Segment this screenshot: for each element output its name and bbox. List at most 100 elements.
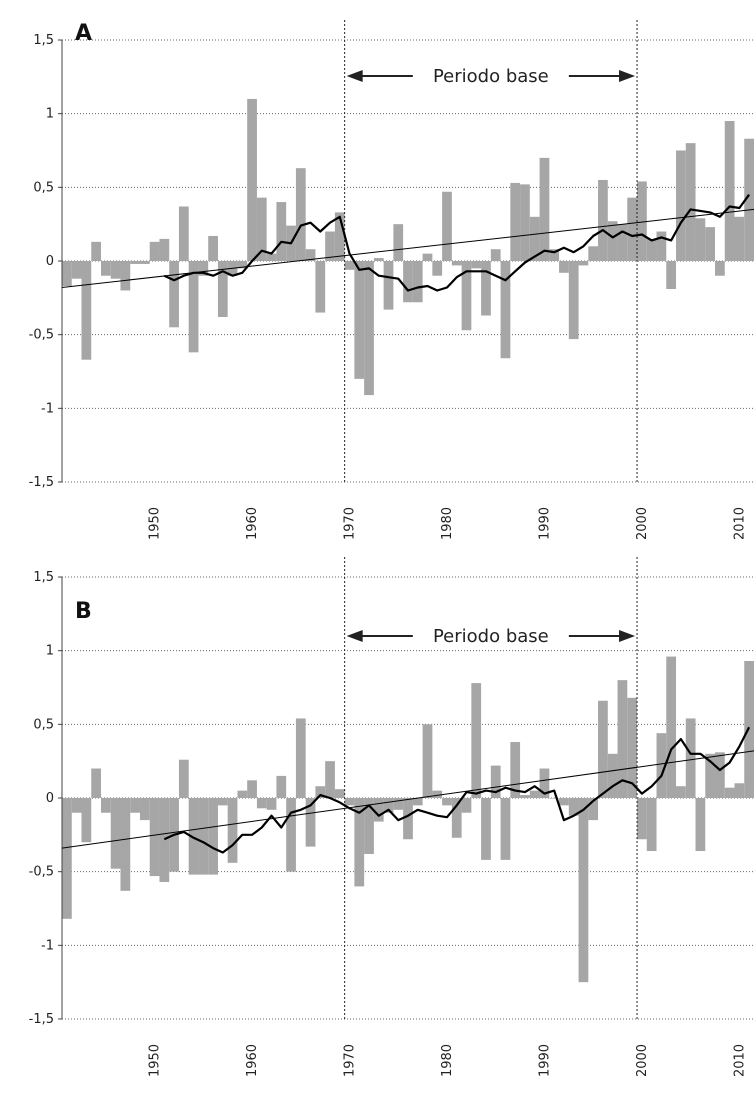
bar-1956 [208, 235, 218, 261]
bar-2010 [734, 216, 745, 261]
bar-1952 [169, 261, 179, 328]
bar-1972 [364, 261, 374, 396]
bar-2006 [695, 218, 706, 261]
bar-2007 [705, 227, 716, 261]
bar-1988 [520, 795, 530, 798]
bar-1973 [373, 258, 384, 261]
bar-1995 [588, 798, 599, 821]
y-tick-label: -1 [41, 938, 54, 953]
bar-1979 [432, 261, 443, 276]
arrowhead-right-icon [619, 630, 636, 642]
bar-1995 [588, 246, 599, 261]
bar-1978 [422, 253, 433, 261]
y-tick-label: 1 [46, 644, 54, 659]
bar-1971 [354, 798, 365, 887]
bar-1959 [237, 790, 248, 798]
bar-1972 [364, 798, 374, 854]
bar-1998 [617, 680, 628, 798]
bar-1989 [529, 216, 540, 261]
bar-1946 [110, 798, 121, 869]
bar-1944 [91, 241, 101, 261]
bar-1956 [208, 798, 218, 875]
bar-2000 [637, 798, 647, 840]
bar-1958 [227, 798, 238, 863]
y-tick-label: -0,5 [29, 865, 54, 880]
y-tick-label: -1,5 [29, 475, 54, 490]
bar-1978 [422, 724, 433, 798]
bar-1953 [178, 206, 189, 261]
bar-1980 [442, 798, 452, 806]
bar-1994 [578, 261, 589, 266]
arrowhead-right-icon [619, 70, 636, 82]
bar-1967 [315, 786, 326, 798]
bar-1943 [81, 798, 92, 843]
bar-1984 [481, 261, 491, 316]
bar-1946 [110, 261, 121, 279]
bar-1985 [490, 765, 501, 798]
bar-1992 [559, 798, 569, 806]
y-tick-label: 1,5 [33, 33, 54, 48]
bar-1968 [325, 761, 335, 798]
bar-2001 [646, 238, 657, 261]
bar-1991 [549, 249, 560, 261]
bar-1989 [529, 790, 540, 798]
bar-1992 [559, 261, 569, 273]
bar-2009 [724, 121, 735, 262]
bar-1948 [130, 261, 140, 264]
bar-1949 [139, 261, 150, 264]
bar-1996 [598, 179, 608, 261]
panel-label: B [75, 599, 92, 624]
bar-1961 [256, 798, 267, 809]
bar-1951 [159, 238, 170, 261]
y-tick-label: -0,5 [29, 328, 54, 343]
bar-1994 [578, 798, 589, 983]
bar-1955 [198, 261, 209, 276]
bar-1971 [354, 261, 365, 379]
bar-2003 [666, 656, 677, 798]
y-tick-label: 1 [46, 107, 54, 122]
bar-1967 [315, 261, 326, 313]
y-tick-label: 0 [46, 254, 54, 269]
panel-b-chart: 1,5 1 0,5 0 -0,5 -1 -1,5 1950 1960 1970 1980 1990 20… [29, 557, 754, 1077]
bar-1980 [442, 191, 452, 261]
bar-1960 [247, 780, 257, 798]
bar-1991 [549, 798, 560, 799]
bar-1976 [403, 261, 413, 303]
bar-1949 [139, 798, 150, 821]
arrowhead-left-icon [346, 630, 363, 642]
bar-1999 [627, 197, 638, 261]
y-tick-label: 0,5 [33, 180, 54, 195]
bar-1950 [149, 798, 160, 877]
bar-2006 [695, 798, 706, 852]
bar-1968 [325, 231, 335, 261]
bar-1941 [62, 798, 72, 919]
bar-1964 [286, 798, 296, 872]
bar-1963 [276, 775, 287, 798]
base-period-label: Periodo base [433, 626, 549, 647]
base-period-label: Periodo base [433, 66, 549, 87]
bar-1961 [256, 197, 267, 261]
bar-1977 [412, 798, 423, 806]
bar-1947 [120, 261, 131, 291]
bar-1979 [432, 790, 443, 798]
bar-1959 [237, 261, 248, 269]
bar-1963 [276, 202, 287, 261]
moving-average-line [163, 726, 751, 854]
bar-2004 [676, 786, 686, 798]
bar-1970 [344, 798, 355, 806]
bar-1976 [403, 798, 413, 840]
bar-1997 [607, 221, 618, 261]
bar-1999 [627, 697, 638, 798]
bar-1984 [481, 798, 491, 860]
bar-1975 [393, 798, 404, 810]
bar-1987 [510, 182, 521, 261]
x-tick-label: 1980 [440, 507, 455, 540]
panel-label: A [75, 21, 92, 46]
bar-1957 [217, 261, 228, 317]
y-tick-label: -1,5 [29, 1012, 54, 1027]
bar-2009 [724, 787, 735, 798]
bar-1983 [471, 261, 482, 269]
bar-2004 [676, 150, 686, 261]
y-tick-label: 0 [46, 791, 54, 806]
